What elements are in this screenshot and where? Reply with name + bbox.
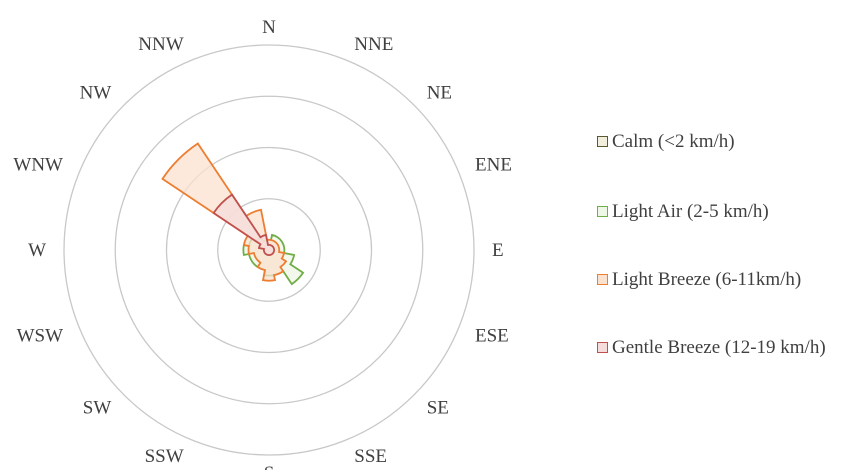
series-layer bbox=[161, 142, 305, 286]
direction-labels: N NNE NE ENE E ESE SE SSE S SSW SW WSW W WNW NW NNW bbox=[13, 17, 512, 470]
legend-label-light-breeze: Light Breeze (6-11km/h) bbox=[612, 269, 802, 290]
direction-label-ene: ENE bbox=[475, 155, 512, 176]
direction-label-n: N bbox=[262, 17, 276, 38]
direction-label-se: SE bbox=[427, 398, 449, 419]
direction-label-ne: NE bbox=[427, 82, 452, 103]
direction-label-e: E bbox=[492, 240, 504, 261]
grid-ring-2 bbox=[165, 146, 373, 354]
series-outline-4 bbox=[212, 193, 276, 257]
direction-label-nne: NNE bbox=[354, 34, 393, 55]
legend-swatch-light-breeze bbox=[597, 274, 608, 285]
legend-swatch-gentle-breeze bbox=[597, 342, 608, 353]
direction-label-sse: SSE bbox=[354, 446, 387, 467]
direction-label-ssw: SSW bbox=[145, 446, 184, 467]
legend-label-calm: Calm (<2 km/h) bbox=[612, 131, 735, 152]
direction-label-w: W bbox=[28, 240, 46, 261]
legend-label-light-air: Light Air (2-5 km/h) bbox=[612, 201, 769, 222]
direction-label-nnw: NNW bbox=[138, 34, 183, 55]
direction-label-ese: ESE bbox=[475, 325, 509, 346]
radial-grid bbox=[63, 44, 475, 456]
grid-ring-4 bbox=[63, 44, 475, 456]
legend-item-gentle-breeze: Gentle Breeze (12-19 km/h) bbox=[597, 336, 865, 360]
legend-item-calm: Calm (<2 km/h) bbox=[597, 130, 865, 154]
grid-ring-1 bbox=[217, 198, 321, 302]
legend-swatch-light-air bbox=[597, 206, 608, 217]
direction-label-s: S bbox=[264, 463, 275, 470]
legend-label-gentle-breeze: Gentle Breeze (12-19 km/h) bbox=[612, 337, 826, 358]
wind-rose-svg: N NNE NE ENE E ESE SE SSE S SSW SW WSW W WNW NW NNW bbox=[13, 17, 512, 470]
direction-label-wnw: WNW bbox=[13, 155, 63, 176]
legend-item-light-air: Light Air (2-5 km/h) bbox=[597, 200, 865, 224]
legend-item-light-breeze: Light Breeze (6-11km/h) bbox=[597, 268, 865, 292]
direction-label-nw: NW bbox=[80, 82, 112, 103]
direction-label-sw: SW bbox=[83, 398, 112, 419]
legend-swatch-calm bbox=[597, 136, 608, 147]
grid-ring-3 bbox=[114, 95, 424, 405]
direction-label-wsw: WSW bbox=[17, 325, 64, 346]
